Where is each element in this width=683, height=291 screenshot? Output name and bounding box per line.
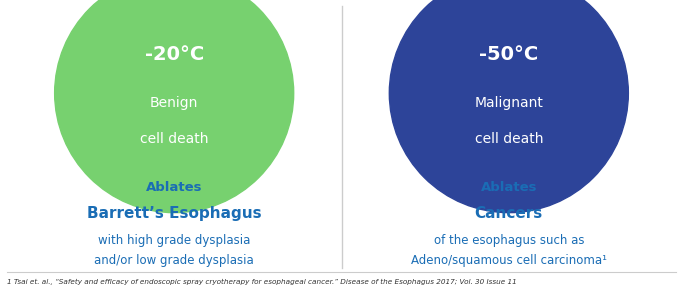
Text: Cancers: Cancers bbox=[475, 206, 543, 221]
Text: -50°C: -50°C bbox=[479, 45, 538, 64]
Ellipse shape bbox=[55, 0, 294, 213]
Text: cell death: cell death bbox=[475, 132, 543, 146]
Ellipse shape bbox=[389, 0, 628, 213]
Text: Malignant: Malignant bbox=[475, 96, 543, 110]
Text: Ablates: Ablates bbox=[481, 181, 537, 194]
Text: cell death: cell death bbox=[140, 132, 208, 146]
Text: -20°C: -20°C bbox=[145, 45, 204, 64]
Text: Ablates: Ablates bbox=[146, 181, 202, 194]
Text: Barrett’s Esophagus: Barrett’s Esophagus bbox=[87, 206, 262, 221]
Text: with high grade dysplasia: with high grade dysplasia bbox=[98, 234, 251, 246]
Text: 1 Tsai et. al., “Safety and efficacy of endoscopic spray cryotherapy for esophag: 1 Tsai et. al., “Safety and efficacy of … bbox=[7, 279, 516, 285]
Text: Benign: Benign bbox=[150, 96, 198, 110]
Text: Adeno/squamous cell carcinoma¹: Adeno/squamous cell carcinoma¹ bbox=[411, 254, 607, 267]
Text: and/or low grade dysplasia: and/or low grade dysplasia bbox=[94, 254, 254, 267]
Text: of the esophagus such as: of the esophagus such as bbox=[434, 234, 584, 246]
